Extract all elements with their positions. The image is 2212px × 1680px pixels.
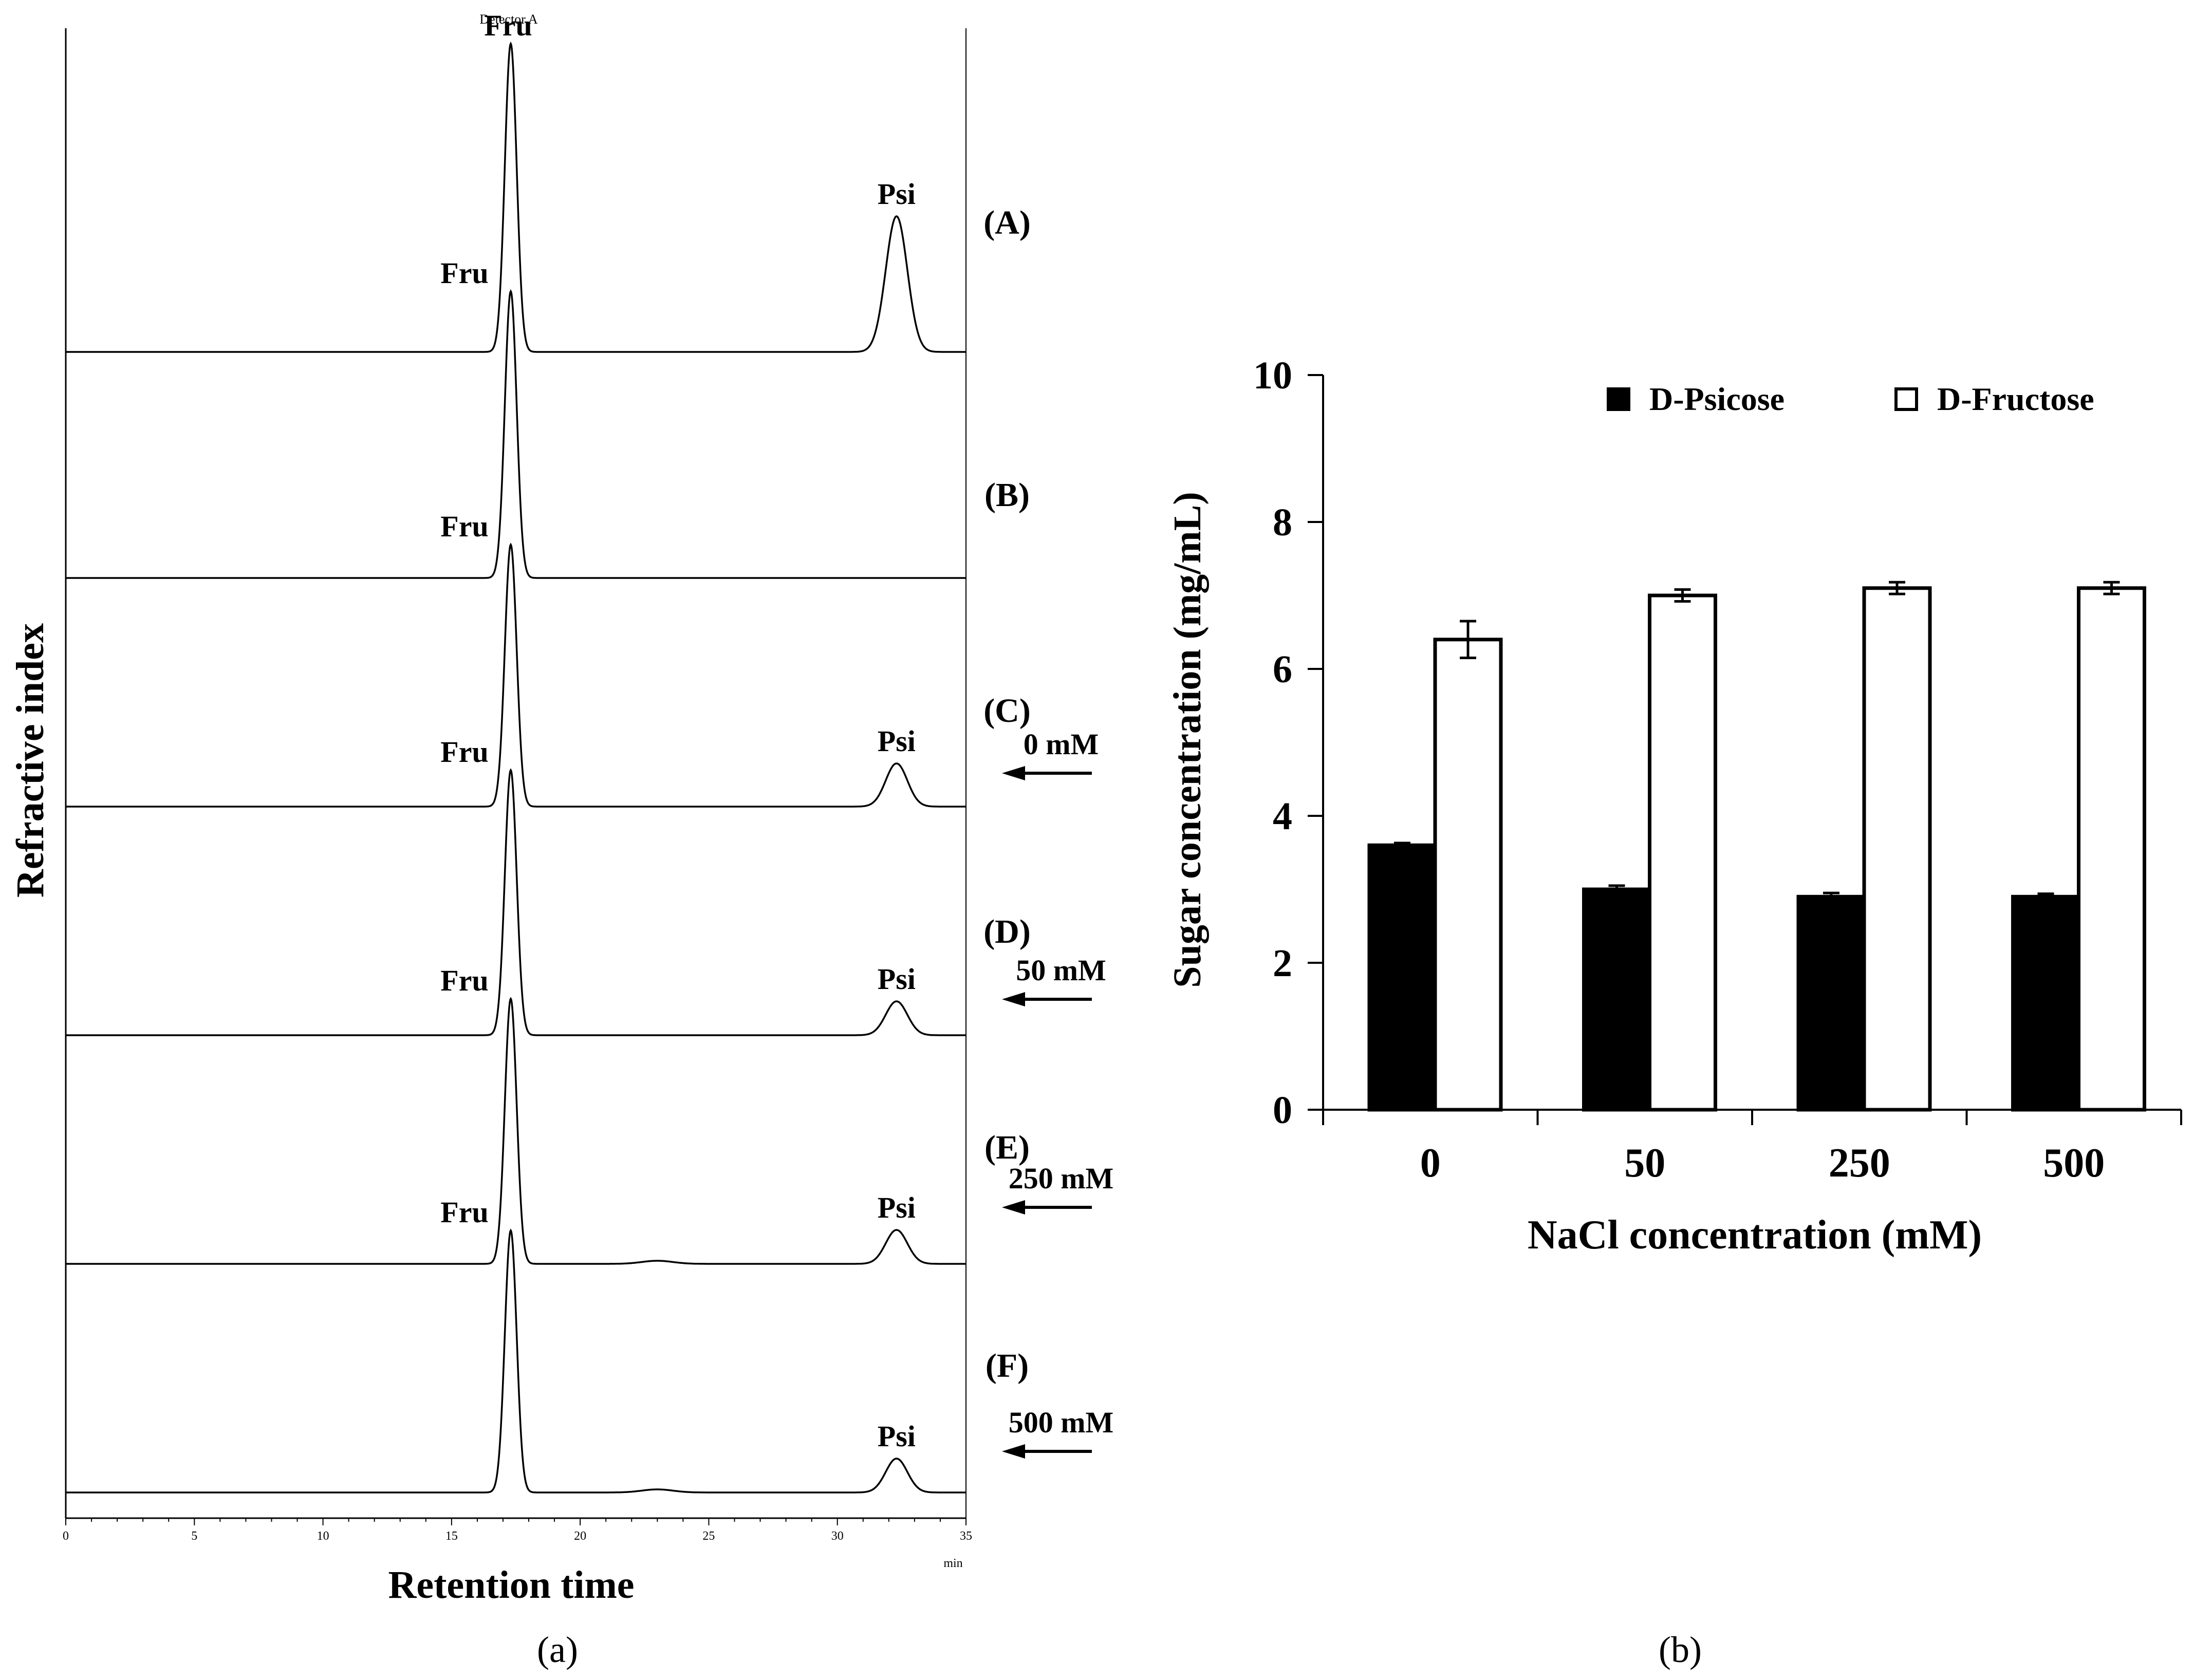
chromatogram-x-label: Retention time [388,1563,634,1607]
condition-arrow-head [1002,766,1025,780]
bar-chart-y-tick-label: 6 [1273,648,1292,691]
psi-peak-label: Psi [878,1191,916,1224]
bar-chart-category-label: 0 [1420,1141,1441,1186]
chromatogram-tick-label: 5 [191,1529,197,1543]
condition-arrow-head [1002,1444,1025,1459]
nacl-condition-label: 50 mM [1016,954,1106,987]
fru-peak-label: Fru [440,735,488,769]
legend-label: D-Psicose [1649,381,1785,417]
psi-peak-label: Psi [878,1420,916,1453]
psicose-bar [2011,894,2080,1112]
trace-label: (F) [986,1347,1029,1385]
chromatogram-trace [66,768,966,1036]
bar-chart-bars [1367,581,2146,1112]
bar-chart-y-tick-label: 2 [1273,942,1292,985]
chromatogram-trace [66,1228,966,1494]
chromatogram-y-label: Refractive index [9,623,52,898]
panel-a-label: (a) [537,1629,578,1670]
psicose-bar [1582,887,1651,1112]
psi-peak-label: Psi [878,177,916,211]
bar-chart-y-tick-label: 10 [1253,354,1292,397]
bar-chart-category-label: 50 [1624,1141,1665,1186]
bar-chart-legend: D-Psicose D-Fructose [1607,381,2094,417]
fructose-bar [1433,638,1503,1112]
psicose-bar [1796,894,1866,1112]
psi-peak-label: Psi [878,962,916,996]
legend-label: D-Fructose [1937,381,2094,417]
chromatogram-traces [66,41,966,1494]
legend-swatch-fructose [1894,387,1918,411]
chromatogram-labels: Fru Psi (A) Fru (B) Fru Psi (C)0 mM Fru Psi (D) 50 … [440,9,1113,1459]
fru-peak-label: Fru [440,1196,488,1229]
condition-arrow-head [1002,992,1025,1006]
chromatogram-tick-label: 35 [960,1529,972,1543]
trace-label: (A) [983,204,1031,241]
fru-peak-label: Fru [440,256,488,290]
chromatogram-tick-label: 10 [317,1529,329,1543]
chromatogram-axes [65,28,966,1519]
chromatogram-tick-label: 15 [445,1529,458,1543]
fructose-bar [1648,593,1717,1112]
condition-arrow-head [1002,1200,1025,1215]
chromatogram-trace [66,997,966,1265]
panel-b-label: (b) [1659,1629,1702,1670]
detector-title: Detector A [479,12,538,27]
trace-label: (C) [983,692,1031,730]
chromatogram-x-ticks: 0 5 10 15 20 25 30 35 [63,1518,972,1543]
bar-chart-category-label: 250 [1829,1141,1890,1186]
legend-swatch-psicose [1607,387,1630,411]
nacl-condition-label: 500 mM [1009,1406,1114,1439]
chromatogram-tick-label: 0 [63,1529,69,1543]
bar-chart-y-tick-label: 4 [1273,795,1292,838]
bar-chart-category-label: 500 [2043,1141,2105,1186]
chromatogram-trace [66,543,966,808]
chromatogram-tick-label: 25 [702,1529,715,1543]
chromatogram-trace [66,289,966,579]
psi-peak-label: Psi [878,724,916,758]
trace-label: (E) [984,1129,1030,1166]
fructose-bar [1862,586,1932,1112]
fru-peak-label: Fru [484,9,532,42]
trace-label: (D) [983,913,1031,950]
nacl-condition-label: 0 mM [1024,727,1099,761]
bar-chart-y-label: Sugar concentration (mg/mL) [1166,492,1209,987]
fructose-bar [2077,586,2146,1112]
chromatogram-tick-label: 30 [831,1529,844,1543]
psicose-bar [1367,843,1437,1112]
chromatogram-x-unit: min [943,1557,962,1570]
trace-label: (B) [984,476,1030,514]
nacl-condition-label: 250 mM [1009,1162,1114,1195]
bar-chart-y-tick-label: 8 [1273,501,1292,544]
bar-chart-y-tick-label: 0 [1273,1089,1292,1132]
fru-peak-label: Fru [440,964,488,997]
bar-chart-x-label: NaCl concentration (mM) [1528,1212,1982,1258]
fru-peak-label: Fru [440,510,488,543]
bar-chart-panel: 0 2 4 6 8 10 0 50 250 500 D-Psicose D-Fructose NaC… [1166,354,2182,1670]
chromatogram-trace [66,41,966,353]
bar-chart-axes: 0 2 4 6 8 10 0 50 250 500 [1253,354,2182,1186]
chromatogram-tick-label: 20 [574,1529,586,1543]
